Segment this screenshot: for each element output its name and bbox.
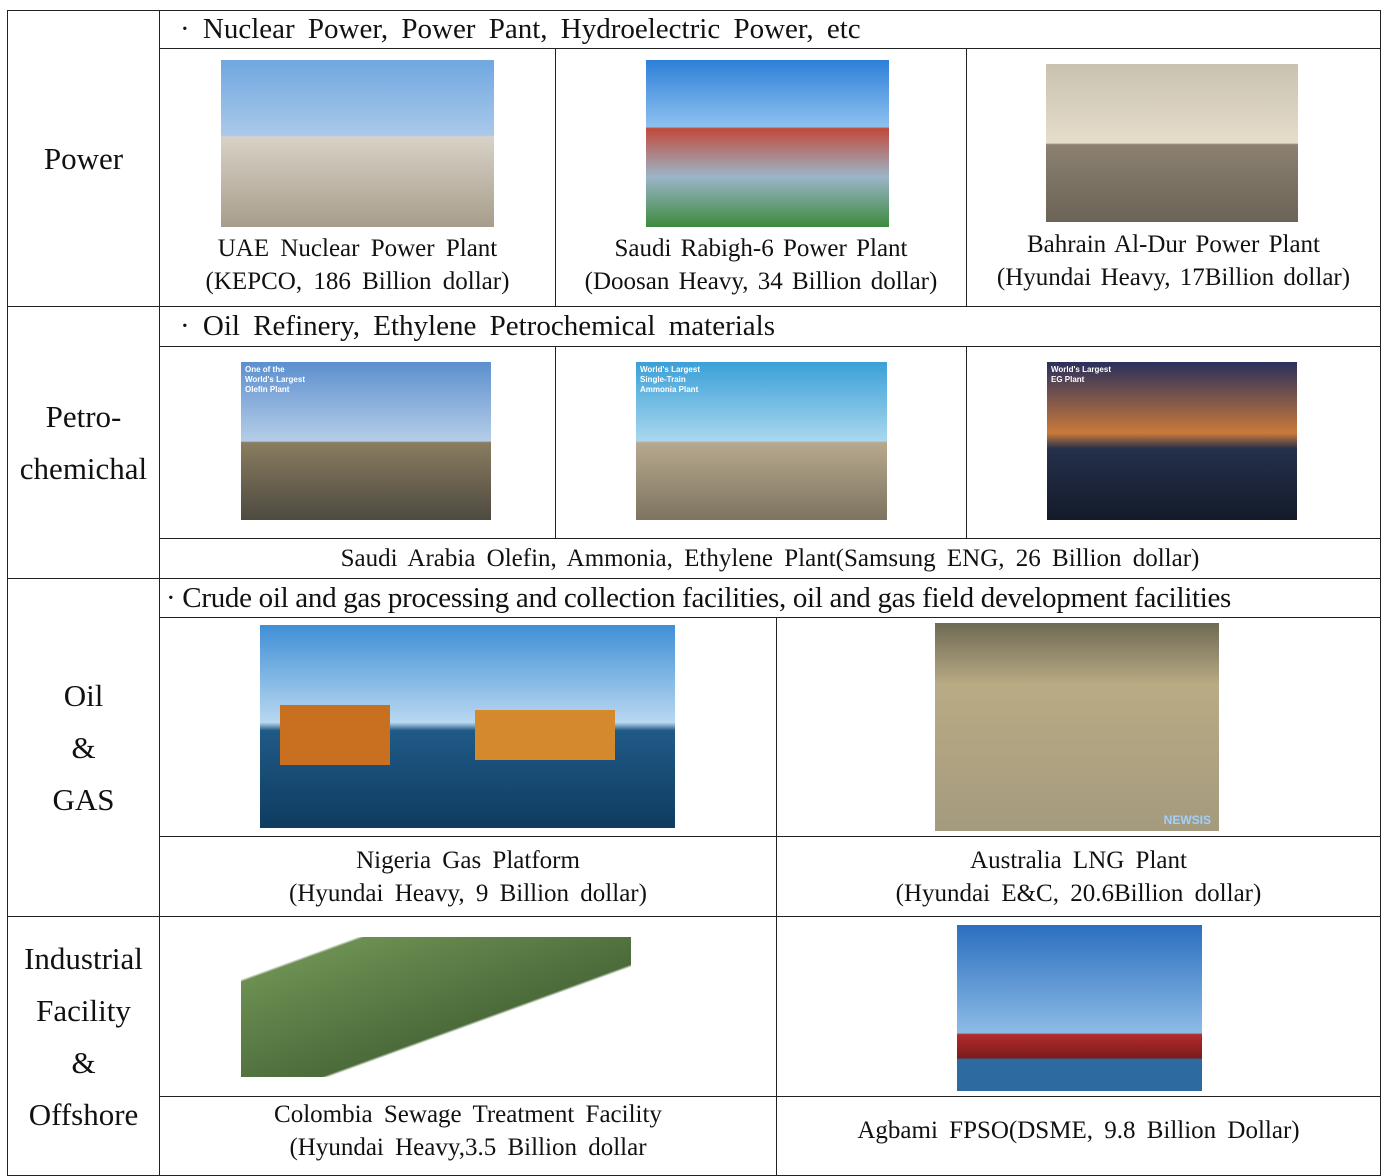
caption-line: (Doosan Heavy, 34 Billion dollar) bbox=[584, 268, 938, 295]
image-text: NEWSIS bbox=[1163, 813, 1211, 827]
photo: One of the World's Largest Olefin Plant bbox=[241, 362, 491, 520]
image-text: World's Largest Single-Train Ammonia Pla… bbox=[640, 365, 700, 394]
image-text: One of the World's Largest Olefin Plant bbox=[245, 365, 305, 394]
label-line: Oil bbox=[63, 677, 104, 713]
caption-line: (KEPCO, 186 Billion dollar) bbox=[205, 268, 510, 295]
caption: Colombia Sewage Treatment Facility (Hyund… bbox=[159, 1098, 777, 1164]
photo bbox=[241, 937, 631, 1077]
caption: Nigeria Gas Platform (Hyundai Heavy, 9 Bi… bbox=[159, 844, 777, 910]
row-label: Petro-chemichal bbox=[7, 306, 160, 579]
section-header: · Oil Refinery, Ethylene Petrochemical m… bbox=[159, 306, 1381, 347]
caption: UAE Nuclear Power Plant (KEPCO, 186 Billi… bbox=[159, 232, 556, 298]
caption: Bahrain Al-Dur Power Plant (Hyundai Heavy… bbox=[966, 228, 1381, 294]
row-label: Industrial Facility & Offshore bbox=[7, 916, 160, 1176]
section-header: · Nuclear Power, Power Pant, Hydroelectr… bbox=[159, 10, 1381, 49]
photo bbox=[957, 925, 1202, 1091]
caption-line: (Hyundai Heavy, 17Billion dollar) bbox=[996, 264, 1351, 291]
row-label: Power bbox=[7, 10, 160, 307]
image-text: World's Largest EG Plant bbox=[1051, 365, 1111, 384]
label-line: chemichal bbox=[19, 450, 148, 486]
caption-line: Nigeria Gas Platform bbox=[356, 847, 580, 874]
caption-line: Bahrain Al-Dur Power Plant bbox=[1027, 231, 1320, 258]
photo bbox=[221, 60, 494, 227]
caption: Agbami FPSO(DSME, 9.8 Billion Dollar) bbox=[776, 1114, 1381, 1147]
photo: World's Largest Single-Train Ammonia Pla… bbox=[636, 362, 887, 520]
label-line: Offshore bbox=[28, 1097, 139, 1132]
photo bbox=[260, 625, 675, 828]
caption-line: Australia LNG Plant bbox=[970, 847, 1187, 874]
caption: Australia LNG Plant (Hyundai E&C, 20.6Bil… bbox=[776, 844, 1381, 910]
label-line: Power bbox=[43, 140, 124, 176]
label-line: & bbox=[71, 729, 96, 765]
label-line: Petro- bbox=[45, 398, 122, 434]
cell bbox=[159, 538, 1381, 579]
photo: NEWSIS bbox=[935, 623, 1219, 831]
caption-line: UAE Nuclear Power Plant bbox=[217, 235, 498, 262]
caption: Saudi Rabigh-6 Power Plant (Doosan Heavy,… bbox=[555, 232, 967, 298]
section-header: · Crude oil and gas processing and colle… bbox=[159, 578, 1381, 618]
caption-line: Colombia Sewage Treatment Facility bbox=[274, 1101, 662, 1128]
photo bbox=[1046, 64, 1298, 222]
caption-line: Saudi Rabigh-6 Power Plant bbox=[614, 235, 908, 262]
caption-line: (Hyundai E&C, 20.6Billion dollar) bbox=[895, 880, 1262, 907]
caption-line: (Hyundai Heavy, 9 Billion dollar) bbox=[289, 880, 647, 907]
platform bbox=[475, 710, 615, 760]
photo bbox=[646, 60, 889, 227]
row-label: Oil & GAS bbox=[7, 578, 160, 917]
caption-line: (Hyundai Heavy,3.5 Billion dollar bbox=[289, 1134, 647, 1161]
photo: World's Largest EG Plant bbox=[1047, 362, 1297, 520]
caption-line: Agbami FPSO(DSME, 9.8 Billion Dollar) bbox=[857, 1117, 1300, 1144]
cell bbox=[966, 48, 1381, 307]
platform bbox=[280, 705, 390, 765]
label-line: Industrial bbox=[24, 941, 143, 976]
label-line: GAS bbox=[52, 781, 115, 817]
label-line: & bbox=[71, 1045, 96, 1080]
caption: Saudi Arabia Olefin, Ammonia, Ethylene P… bbox=[340, 545, 1200, 572]
label-line: Facility bbox=[36, 993, 131, 1028]
